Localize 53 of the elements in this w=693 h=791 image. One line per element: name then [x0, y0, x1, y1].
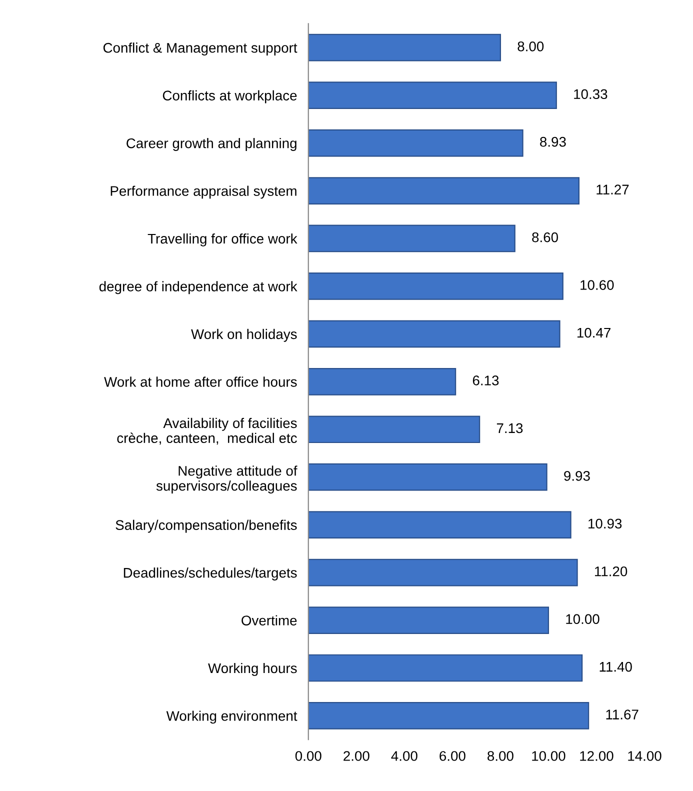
- data-label: 10.33: [574, 89, 608, 100]
- y-tick-label: Deadlines/schedules/targets: [124, 568, 297, 580]
- data-label: 10.60: [580, 280, 614, 290]
- bar: [308, 272, 564, 300]
- data-label: 11.20: [594, 566, 628, 576]
- bar: [308, 82, 557, 109]
- y-tick-label: Conflicts at workplace: [162, 90, 297, 104]
- bar: [308, 606, 550, 634]
- data-label: 10.00: [566, 614, 600, 624]
- bar: [308, 654, 583, 682]
- x-tick-label: 2.00: [344, 751, 370, 761]
- y-tick-label: Travelling for office work: [148, 233, 298, 246]
- bar: [308, 177, 580, 204]
- bar: [308, 320, 560, 348]
- y-tick-label: degree of independence at work: [99, 281, 298, 294]
- y-tick-label: Overtime: [242, 615, 297, 626]
- data-label: 8.93: [540, 136, 566, 147]
- bar: [308, 702, 590, 730]
- data-label: 10.47: [577, 328, 610, 338]
- bar: [308, 224, 516, 252]
- x-tick-label: 14.00: [628, 751, 662, 761]
- data-label: 8.60: [532, 232, 558, 242]
- y-tick-label: Working environment: [166, 710, 298, 724]
- data-label: 11.40: [600, 662, 632, 672]
- x-tick-label: 6.00: [440, 751, 466, 761]
- data-label: 7.13: [496, 423, 523, 434]
- y-tick-label: Conflict & Management support: [103, 42, 298, 56]
- x-tick-label: 0.00: [295, 751, 322, 761]
- bar: [308, 463, 548, 491]
- bar: [308, 129, 524, 157]
- y-tick-label: Salary/compensation/benefits: [116, 520, 297, 533]
- bar: [308, 558, 578, 586]
- data-label: 6.13: [472, 376, 499, 386]
- bar: [308, 416, 480, 444]
- x-tick-label: 8.00: [488, 751, 514, 761]
- data-label: 10.93: [588, 518, 622, 529]
- data-label: 8.00: [518, 41, 544, 52]
- y-tick-label: Performance appraisal system: [110, 186, 296, 199]
- data-label: 9.93: [564, 471, 590, 481]
- x-tick-label: 12.00: [580, 751, 614, 761]
- x-tick-label: 4.00: [391, 751, 418, 761]
- y-tick-label: Career growth and planning: [126, 138, 296, 151]
- data-label: 11.67: [606, 710, 638, 720]
- y-tick-label: Work on holidays: [191, 328, 297, 342]
- y-tick-label: Working hours: [208, 662, 297, 676]
- bar: [308, 34, 501, 62]
- bar: [308, 511, 572, 539]
- bar: [308, 368, 456, 396]
- y-tick-label: Availability of facilities crèche, canteen, medical etc: [117, 418, 297, 445]
- data-label: 11.27: [596, 184, 629, 194]
- y-tick-label: Negative attitude of supervisors/colleagues: [156, 466, 298, 494]
- y-tick-label: Work at home after office hours: [104, 376, 297, 387]
- x-tick-label: 10.00: [532, 751, 566, 761]
